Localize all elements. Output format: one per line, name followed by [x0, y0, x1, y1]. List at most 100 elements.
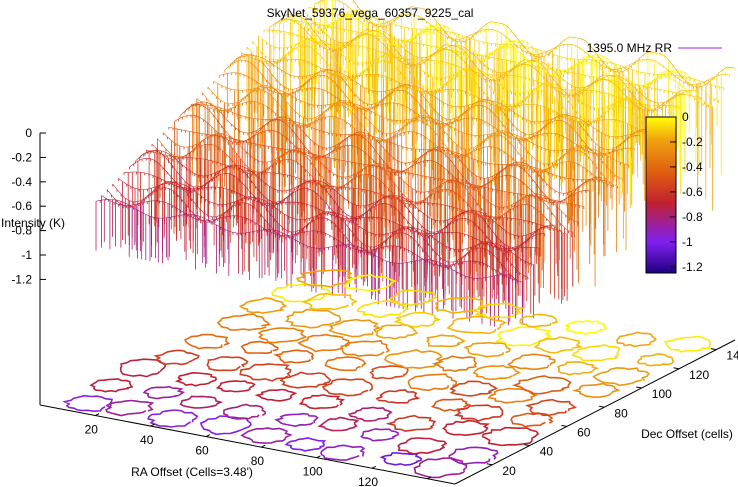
surface-ridge	[291, 15, 708, 106]
surface-ridge	[196, 98, 612, 186]
contour-line	[348, 406, 393, 422]
z-axis-label: Intensity (K)	[1, 216, 65, 230]
colorbar-tick-label: -0.8	[682, 210, 703, 224]
surface-ridge	[101, 195, 517, 281]
surface-ridge	[202, 89, 618, 187]
y-tick-label: 60	[577, 426, 591, 440]
contour-line	[375, 323, 419, 340]
contour-line	[389, 289, 438, 307]
contour-line	[556, 360, 600, 376]
contour-line	[533, 336, 584, 354]
contour-line	[297, 333, 350, 353]
surface-ridge	[219, 72, 635, 155]
contour-line	[147, 409, 199, 428]
contour-line	[487, 387, 539, 404]
contour-line	[449, 380, 498, 397]
x-tick-mark	[427, 476, 432, 480]
contour-line	[238, 297, 288, 314]
contour-line	[271, 283, 332, 303]
x-tick-label: 60	[195, 444, 209, 458]
x-tick-mark	[205, 434, 210, 438]
contour-line	[407, 373, 458, 392]
contour-line	[592, 367, 650, 387]
x-ticks: 20 40 60 80 100 120 140	[85, 413, 434, 487]
contour-line	[174, 371, 218, 387]
surface-ridge	[95, 199, 512, 279]
contour-line	[519, 313, 558, 328]
chart-title: SkyNet_59376_vega_60357_9225_cal	[267, 6, 474, 20]
surface-ridge	[246, 45, 663, 140]
y-tick-mark	[710, 348, 717, 351]
axes	[39, 133, 736, 485]
z-tick-label: -0.4	[11, 175, 32, 189]
contour-line	[448, 446, 499, 465]
colorbar-tick-label: -0.4	[682, 160, 703, 174]
y-tick-label: 20	[502, 464, 516, 478]
colorbar-tick-label: -1.2	[682, 260, 703, 274]
contour-line	[472, 364, 522, 381]
y-tick-mark	[673, 367, 680, 370]
colorbar-tick-label: -0.2	[682, 135, 703, 149]
surface-ridge	[191, 103, 607, 182]
contour-line	[481, 426, 540, 447]
contour-line	[471, 302, 523, 319]
x-tick-mark	[150, 423, 155, 427]
contour-line	[663, 335, 712, 353]
y-tick-label: 40	[540, 445, 554, 459]
z-tick-label: 0	[25, 126, 32, 140]
contour-line	[274, 412, 319, 428]
x-tick-mark	[95, 413, 100, 416]
contour-line	[179, 395, 224, 409]
contour-line	[320, 444, 366, 461]
surface-mesh	[95, 0, 736, 327]
x-tick-mark	[316, 455, 321, 459]
surface-ridge	[168, 126, 584, 207]
legend-label: 1395.0 MHz RR	[587, 41, 673, 55]
z-tick-label: -0.6	[11, 199, 32, 213]
contour-line	[254, 388, 298, 402]
x-tick-label: 40	[140, 433, 154, 447]
contour-line	[240, 427, 293, 444]
surface-ridge	[224, 59, 640, 156]
contour-line	[239, 363, 292, 382]
contour-line	[284, 308, 342, 329]
contour-line	[356, 300, 410, 319]
contour-line	[328, 318, 382, 338]
contour-line	[431, 355, 478, 373]
contour-line	[571, 382, 621, 399]
surface-ridge	[118, 178, 534, 265]
contour-line	[524, 398, 578, 417]
contour-line	[321, 378, 373, 397]
y-tick-mark	[524, 444, 530, 447]
contour-line	[279, 371, 332, 389]
colorbar-tick-label: 0	[682, 110, 689, 124]
surface-ridge	[140, 149, 556, 237]
contour-line	[184, 333, 231, 350]
legend: 1395.0 MHz RR	[587, 41, 722, 55]
contour-line	[206, 356, 249, 372]
contour-line	[507, 353, 556, 371]
contour-line	[571, 344, 621, 362]
contour-line	[442, 419, 491, 437]
contour-line	[142, 385, 186, 400]
surface-ridge	[134, 150, 551, 248]
contour-line	[426, 334, 466, 348]
x-tick-label: 100	[303, 465, 323, 479]
contour-line	[105, 399, 155, 417]
surface-ridge	[179, 104, 596, 203]
x-tick-mark	[371, 465, 377, 469]
contour-line	[446, 315, 508, 335]
surface-ridge	[123, 171, 540, 250]
z-tick-label: -1.2	[11, 272, 32, 286]
contour-line	[89, 378, 134, 393]
contour-line	[317, 416, 360, 432]
contour-line	[240, 340, 279, 355]
contour-line	[453, 404, 504, 422]
y-tick-mark	[561, 424, 568, 427]
contour-line	[494, 326, 553, 347]
y-tick-label: 100	[652, 387, 672, 401]
surface-ridge	[302, 9, 719, 101]
y-axis-line	[454, 339, 736, 485]
contour-line	[273, 349, 315, 364]
